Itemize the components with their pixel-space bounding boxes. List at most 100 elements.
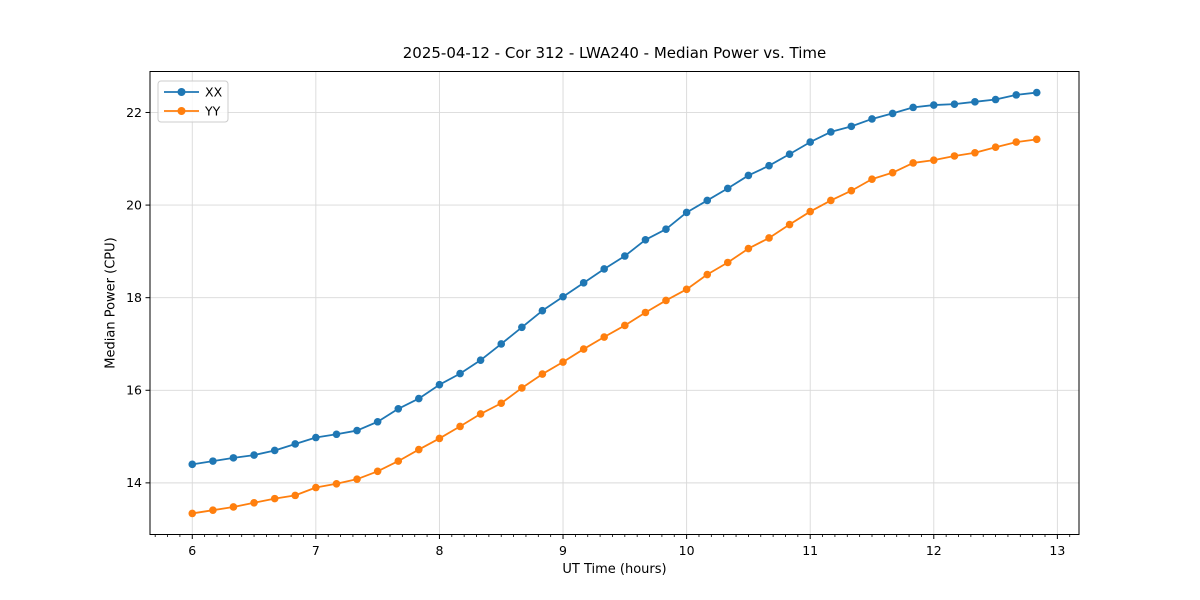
series-marker-YY	[847, 186, 856, 195]
series-marker-YY	[559, 358, 567, 366]
x-tick-label: 9	[559, 543, 567, 558]
series-marker-YY	[209, 506, 217, 514]
series-marker-YY	[641, 308, 650, 317]
series-marker-XX	[950, 100, 959, 108]
series-marker-XX	[497, 340, 506, 348]
series-marker-XX	[209, 457, 217, 465]
series-marker-XX	[765, 161, 773, 170]
series-marker-YY	[415, 445, 423, 454]
series-marker-XX	[744, 171, 753, 180]
series-marker-YY	[518, 384, 526, 392]
series-marker-XX	[621, 252, 629, 260]
series-marker-YY	[188, 509, 197, 518]
series-marker-XX	[291, 440, 300, 448]
series-marker-YY	[1032, 135, 1041, 144]
series-marker-XX	[600, 265, 608, 273]
series-marker-YY	[662, 296, 670, 305]
series-marker-YY	[394, 457, 403, 465]
x-tick-label: 7	[312, 543, 320, 558]
series-marker-XX	[229, 454, 238, 462]
series-marker-YY	[929, 156, 938, 164]
series-marker-XX	[641, 236, 650, 244]
series-marker-XX	[723, 184, 732, 193]
series-marker-YY	[435, 434, 444, 443]
legend-marker-XX	[177, 88, 186, 96]
series-marker-YY	[785, 220, 794, 229]
y-tick-label: 16	[126, 383, 142, 398]
series-marker-XX	[703, 196, 712, 205]
series-marker-YY	[888, 168, 897, 177]
series-marker-YY	[229, 503, 238, 511]
x-axis-label: UT Time (hours)	[562, 562, 667, 577]
series-marker-YY	[291, 491, 300, 500]
y-tick-label: 18	[126, 290, 142, 305]
series-marker-YY	[476, 410, 485, 418]
x-tick-label: 13	[1049, 543, 1065, 558]
series-marker-XX	[188, 460, 197, 469]
legend-label-XX: XX	[205, 84, 223, 99]
axes-spines	[149, 71, 1080, 535]
series-marker-XX	[332, 430, 341, 439]
series-marker-XX	[827, 128, 835, 136]
series-marker-XX	[312, 433, 320, 442]
chart-title: 2025-04-12 - Cor 312 - LWA240 - Median P…	[402, 44, 827, 62]
series-marker-XX	[579, 279, 588, 287]
series-marker-XX	[868, 115, 876, 123]
series-marker-YY	[765, 234, 773, 242]
series-marker-XX	[373, 417, 382, 426]
series-marker-XX	[476, 356, 485, 364]
series-marker-YY	[332, 480, 341, 488]
series-marker-YY	[1012, 138, 1021, 146]
series-marker-XX	[991, 95, 1000, 104]
legend-marker-YY	[177, 107, 186, 115]
series-line-XX	[192, 91, 1037, 466]
series-marker-XX	[847, 122, 856, 131]
series-marker-XX	[353, 426, 361, 435]
series-marker-YY	[703, 270, 712, 279]
series-line-YY	[192, 138, 1037, 515]
series-marker-YY	[991, 143, 1000, 152]
series-marker-XX	[888, 109, 897, 118]
series-marker-YY	[806, 207, 814, 216]
series-marker-XX	[435, 380, 444, 389]
series-marker-XX	[250, 451, 258, 459]
series-marker-YY	[744, 244, 753, 253]
x-tick-label: 11	[802, 543, 818, 558]
y-tick-label: 20	[126, 197, 142, 212]
series-marker-XX	[270, 446, 279, 455]
series-marker-XX	[662, 225, 670, 233]
series-marker-XX	[538, 306, 547, 315]
y-tick-label: 14	[126, 475, 142, 490]
series-marker-XX	[682, 208, 691, 217]
series-marker-YY	[621, 321, 629, 330]
series-marker-XX	[394, 404, 403, 413]
series-marker-XX	[971, 98, 979, 106]
x-tick-label: 12	[926, 543, 942, 558]
series-marker-YY	[682, 285, 691, 294]
x-tick-label: 10	[679, 543, 695, 558]
y-tick-label: 22	[126, 105, 142, 120]
series-marker-XX	[1012, 91, 1021, 99]
series-marker-XX	[518, 323, 526, 332]
series-marker-XX	[559, 292, 567, 301]
x-tick-label: 8	[435, 543, 443, 558]
series-marker-YY	[250, 498, 258, 507]
series-marker-YY	[827, 196, 835, 205]
series-marker-XX	[806, 138, 814, 146]
series-marker-YY	[538, 370, 547, 378]
series-marker-XX	[415, 394, 423, 403]
series-marker-XX	[1032, 88, 1041, 97]
series-marker-XX	[909, 103, 917, 112]
series-marker-YY	[971, 148, 979, 157]
series-marker-XX	[456, 369, 464, 378]
series-marker-XX	[785, 150, 794, 158]
series-marker-YY	[270, 494, 279, 503]
x-tick-label: 6	[188, 543, 196, 558]
series-marker-YY	[868, 175, 876, 183]
series-marker-YY	[600, 333, 608, 341]
series-marker-YY	[909, 159, 917, 167]
series-marker-XX	[929, 101, 938, 109]
series-marker-YY	[579, 345, 588, 353]
legend-label-YY: YY	[204, 103, 221, 118]
